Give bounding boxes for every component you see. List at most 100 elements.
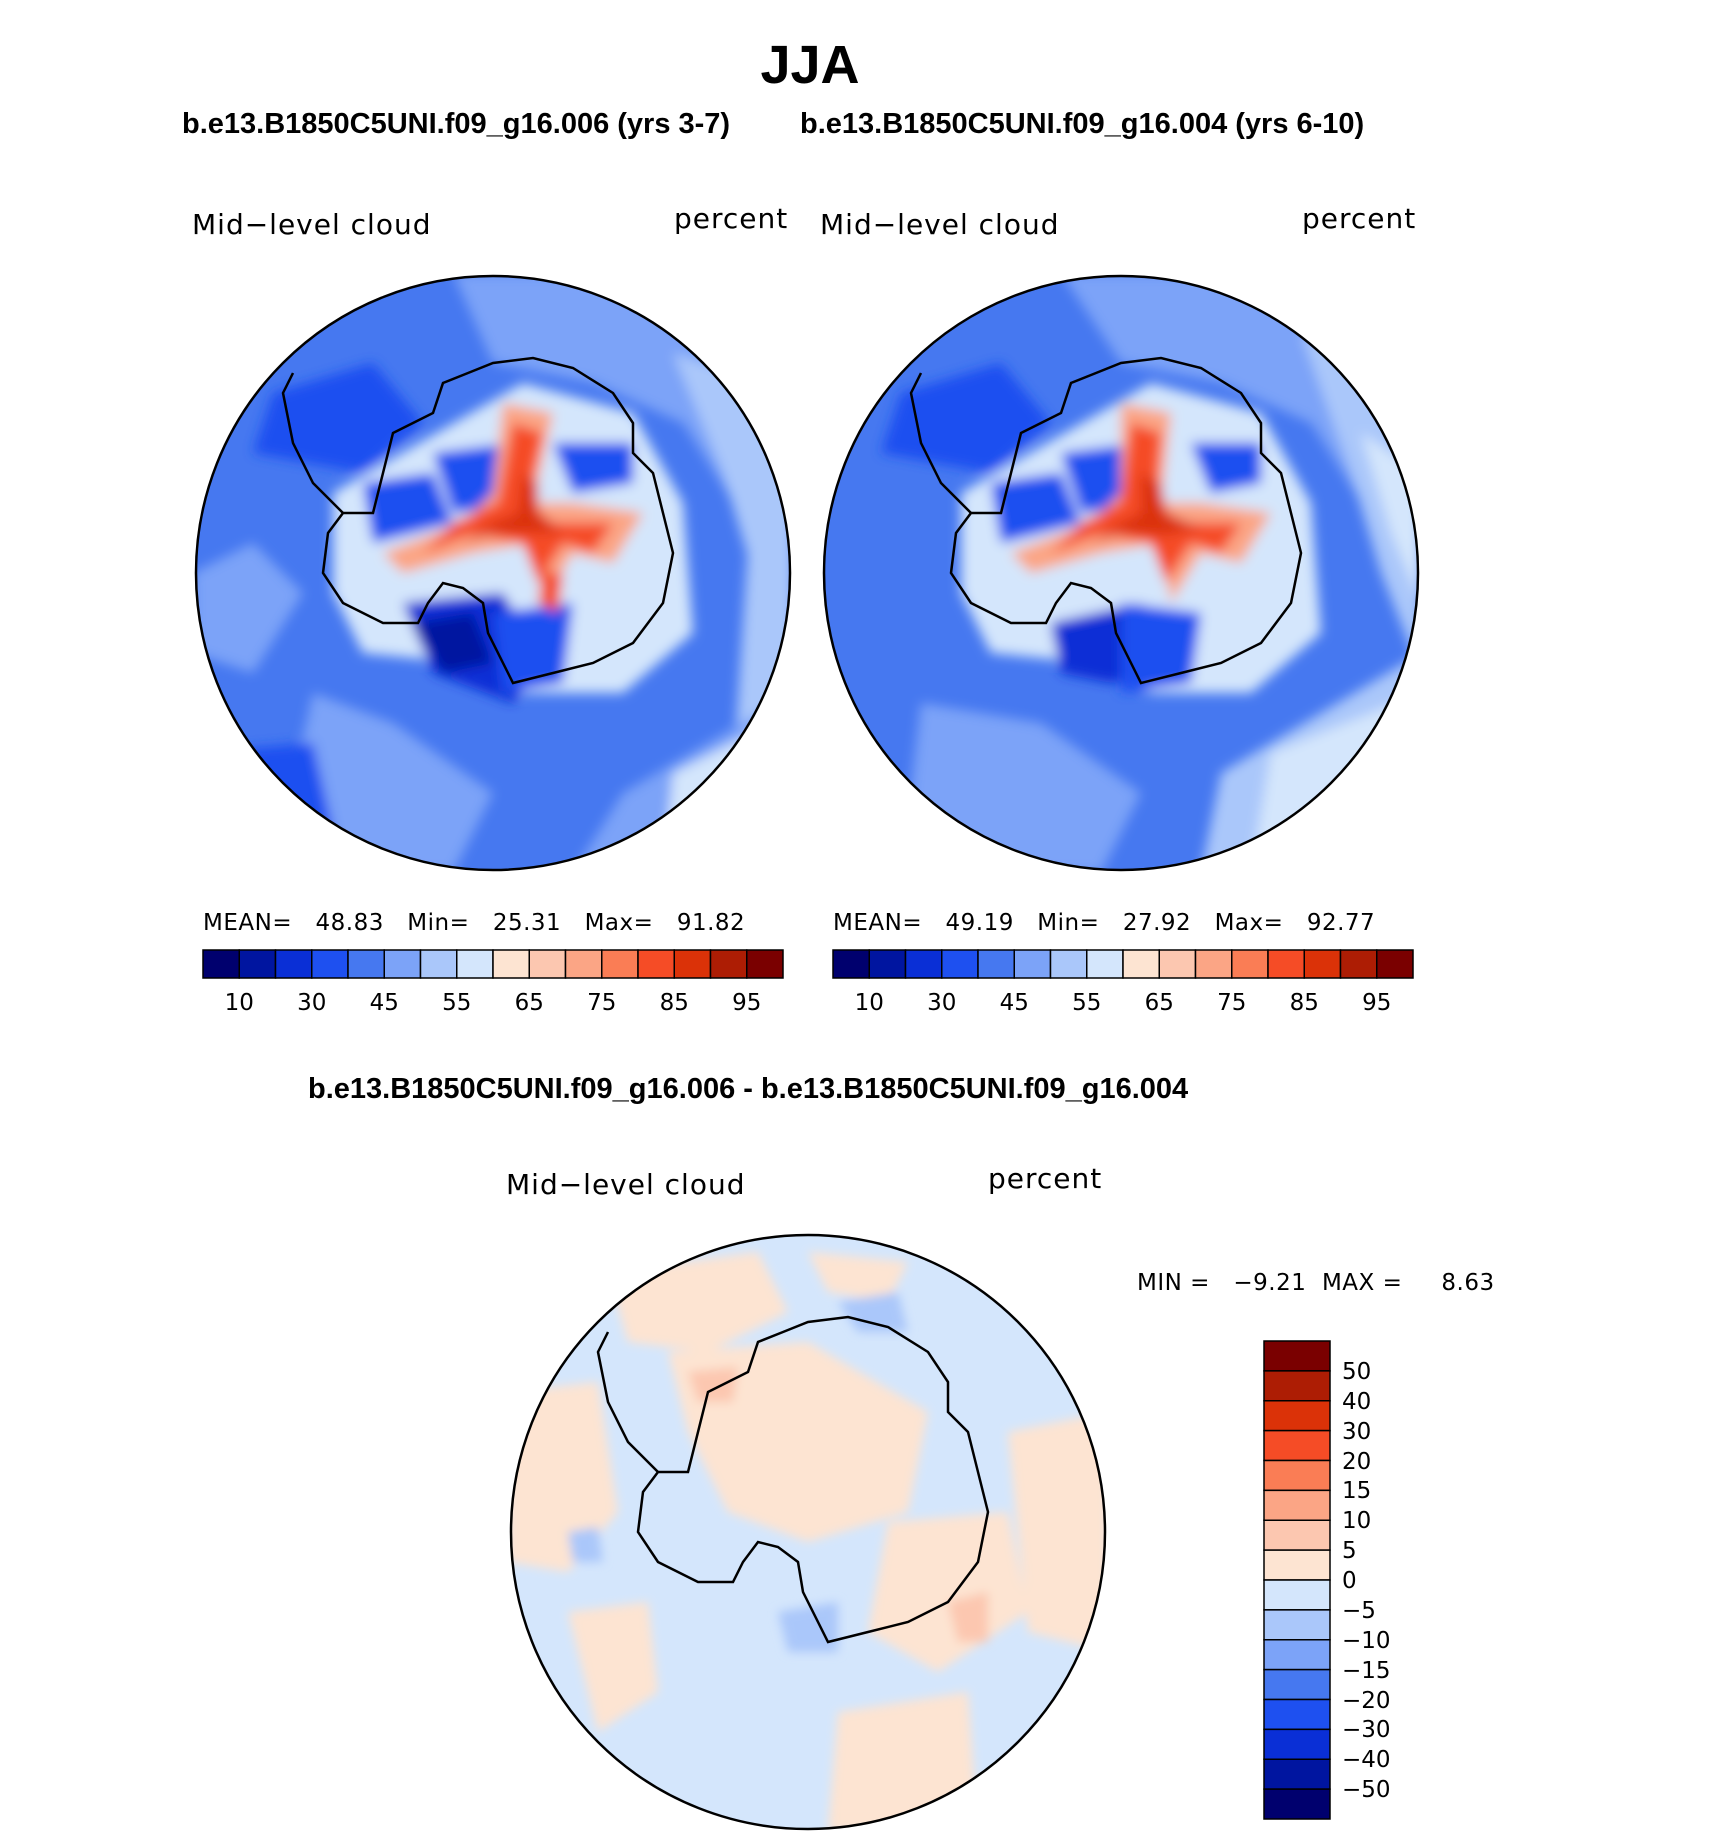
colorbar-swatch	[1263, 1400, 1331, 1432]
field-region	[1191, 443, 1261, 493]
subtitle-right: b.e13.B1850C5UNI.f09_g16.004 (yrs 6-10)	[800, 108, 1365, 140]
colorbar-swatch	[601, 949, 639, 979]
panel1-units-label: percent	[674, 202, 789, 235]
panel2-variable-label: Mid−level cloud	[820, 208, 1060, 241]
panel2-stats: MEAN= 49.19 Min= 27.92 Max= 92.77	[833, 910, 1376, 936]
colorbar-swatch	[1231, 949, 1269, 979]
colorbar-swatch	[1263, 1429, 1331, 1462]
field-region	[423, 423, 613, 583]
field-region	[493, 603, 573, 693]
field-region	[413, 613, 493, 673]
colorbar-swatch	[1263, 1489, 1331, 1521]
colorbar-swatch	[1263, 1370, 1331, 1402]
colorbar-tick-label: 65	[1144, 990, 1174, 1016]
colorbar-swatch	[202, 949, 240, 979]
colorbar-swatch	[1263, 1639, 1331, 1671]
diff-subtitle: b.e13.B1850C5UNI.f09_g16.006 - b.e13.B18…	[308, 1073, 1189, 1105]
peninsula-outline	[909, 372, 972, 514]
panel1-map	[194, 274, 792, 872]
field-region	[463, 473, 563, 543]
field-region	[568, 1602, 658, 1732]
colorbar-swatch	[868, 949, 907, 979]
colorbar-swatch	[1049, 949, 1088, 979]
colorbar-tick-label: 5	[1342, 1538, 1357, 1565]
colorbar-swatch	[1122, 949, 1160, 979]
colorbar-swatch	[673, 949, 712, 979]
coastline	[321, 356, 675, 685]
field-region	[688, 1367, 738, 1402]
field-region	[828, 1692, 978, 1829]
colorbar-tick-label: −10	[1342, 1627, 1391, 1654]
colorbar-tick-label: 40	[1342, 1388, 1372, 1415]
colorbar-tick-label: 30	[927, 990, 957, 1016]
colorbar-swatch	[941, 949, 979, 979]
subtitle-left: b.e13.B1850C5UNI.f09_g16.006 (yrs 3-7)	[182, 108, 731, 140]
map-boundary	[822, 274, 1420, 872]
colorbar-swatch	[1263, 1609, 1331, 1641]
field-region	[948, 1592, 988, 1642]
colorbar-tick-label: 30	[297, 990, 327, 1016]
panel2-colorbar	[832, 949, 1414, 979]
field-region	[778, 1602, 838, 1652]
colorbar-swatch	[832, 949, 870, 979]
colorbar-swatch	[1263, 1758, 1331, 1790]
colorbar-tick-label: 10	[1342, 1508, 1372, 1535]
colorbar-tick-label: 45	[999, 990, 1029, 1016]
colorbar-tick-label: 85	[659, 990, 689, 1016]
colorbar-tick-label: 55	[1072, 990, 1102, 1016]
field-region	[511, 1382, 618, 1572]
panel1-colorbar-ticks: 10 30 45 55 65 75 85 95	[203, 990, 783, 1020]
colorbar-tick-label: 95	[1362, 990, 1392, 1016]
colorbar-swatch	[1158, 949, 1197, 979]
colorbar-swatch	[1339, 949, 1378, 979]
colorbar-swatch	[383, 949, 422, 979]
coastline	[949, 356, 1303, 685]
diff-minmax: MIN = −9.21 MAX = 8.63	[1137, 1270, 1495, 1296]
peninsula-outline	[596, 1331, 659, 1473]
colorbar-swatch	[637, 949, 675, 979]
colorbar-swatch	[904, 949, 943, 979]
colorbar-tick-label: 75	[1217, 990, 1247, 1016]
coastline	[636, 1315, 990, 1644]
colorbar-tick-label: 50	[1342, 1358, 1372, 1385]
colorbar-swatch	[1263, 1668, 1331, 1701]
field-region	[808, 1252, 908, 1302]
panel2-map	[822, 274, 1420, 872]
field-region	[1121, 603, 1201, 693]
panel1-colorbar	[202, 949, 784, 979]
colorbar-tick-label: 30	[1342, 1418, 1372, 1445]
field-region	[991, 473, 1081, 543]
diff-colorbar	[1263, 1340, 1331, 1820]
field-region	[1008, 1412, 1105, 1652]
peninsula-outline	[281, 372, 344, 514]
colorbar-swatch	[746, 949, 784, 979]
colorbar-swatch	[1263, 1788, 1331, 1820]
page-title: JJA	[760, 35, 860, 95]
colorbar-swatch	[238, 949, 277, 979]
field-region	[838, 1292, 908, 1332]
field-region	[568, 1527, 603, 1562]
colorbar-swatch	[1263, 1698, 1331, 1731]
colorbar-swatch	[1263, 1728, 1331, 1760]
colorbar-swatch	[311, 949, 349, 979]
colorbar-tick-label: 10	[854, 990, 884, 1016]
panel2-units-label: percent	[1302, 202, 1417, 235]
diff-colorbar-ticks: 50 40 30 20 15 10 5 0 −5 −10 −15 −20 −30 −40 −50	[1342, 1341, 1432, 1821]
colorbar-swatch	[1086, 949, 1124, 979]
colorbar-tick-label: 85	[1289, 990, 1319, 1016]
colorbar-swatch	[1194, 949, 1233, 979]
colorbar-tick-label: −40	[1342, 1747, 1391, 1774]
colorbar-swatch	[564, 949, 603, 979]
colorbar-tick-label: −5	[1342, 1597, 1376, 1624]
colorbar-tick-label: 45	[369, 990, 399, 1016]
colorbar-tick-label: 15	[1342, 1478, 1372, 1505]
colorbar-tick-label: 10	[224, 990, 254, 1016]
colorbar-swatch	[1263, 1519, 1331, 1551]
colorbar-swatch	[274, 949, 313, 979]
colorbar-swatch	[347, 949, 385, 979]
map-boundary	[194, 274, 792, 872]
diff-variable-label: Mid−level cloud	[506, 1168, 746, 1201]
colorbar-tick-label: 95	[732, 990, 762, 1016]
colorbar-swatch	[709, 949, 748, 979]
field-region	[553, 443, 633, 493]
